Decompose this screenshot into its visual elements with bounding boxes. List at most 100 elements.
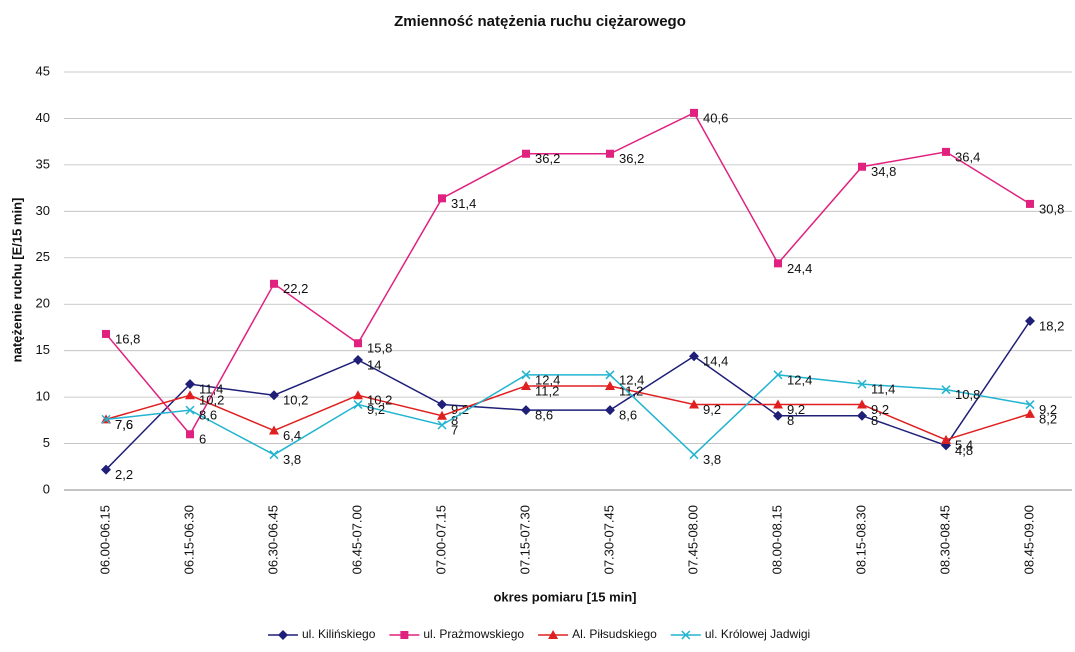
point <box>857 410 867 421</box>
point <box>689 450 699 460</box>
value-label: 6,4 <box>283 428 301 443</box>
x-tick-label: 07.00-07.15 <box>433 505 448 574</box>
point <box>1025 408 1035 418</box>
x-tick-label: 06.00-06.15 <box>97 505 112 574</box>
point <box>681 630 691 640</box>
y-tick-label: 20 <box>36 296 50 311</box>
point <box>605 380 615 390</box>
point <box>548 630 559 639</box>
value-label: 9,2 <box>367 402 385 417</box>
series-line <box>105 320 1031 471</box>
point <box>269 450 279 460</box>
value-label: 36,2 <box>535 151 560 166</box>
value-label: 24,4 <box>787 261 812 276</box>
value-label: 3,8 <box>283 452 301 467</box>
point <box>941 385 951 395</box>
value-label: 30,8 <box>1039 201 1064 216</box>
value-label: 8,6 <box>619 408 637 423</box>
y-tick-label: 30 <box>36 203 50 218</box>
point <box>354 339 362 348</box>
value-label: 10,2 <box>283 393 308 408</box>
chart-title: Zmienność natężenia ruchu ciężarowego <box>394 13 686 30</box>
value-label: 18,2 <box>1039 318 1064 333</box>
y-tick-label: 15 <box>36 342 50 357</box>
value-label: 8,6 <box>535 408 553 423</box>
point <box>353 400 363 410</box>
point <box>689 351 699 362</box>
point <box>1025 400 1035 410</box>
point <box>353 390 363 400</box>
x-axis-title: okres pomiaru [15 min] <box>493 589 636 604</box>
y-tick-label: 5 <box>43 435 50 450</box>
y-tick-label: 35 <box>36 156 50 171</box>
value-label: 31,4 <box>451 196 476 211</box>
point <box>605 405 615 416</box>
value-label: 12,4 <box>787 372 812 387</box>
point <box>941 434 951 444</box>
value-label: 10,2 <box>199 393 224 408</box>
point <box>857 379 867 389</box>
value-label: 7 <box>451 422 458 437</box>
value-label: 9,2 <box>871 402 889 417</box>
point <box>353 354 363 365</box>
point <box>437 420 447 430</box>
value-label: 40,6 <box>703 110 728 125</box>
point <box>1026 199 1034 208</box>
x-tick-label: 08.45-09.00 <box>1021 505 1036 574</box>
x-tick-label: 07.15-07.30 <box>517 505 532 574</box>
y-axis-title: natężenie ruchu [E/15 min] <box>9 198 24 363</box>
value-label: 14 <box>367 357 381 372</box>
value-label: 15,8 <box>367 341 392 356</box>
legend-label: Al. Piłsudskiego <box>572 627 657 641</box>
point <box>102 329 110 338</box>
value-label: 7,6 <box>115 417 133 432</box>
point <box>942 147 950 156</box>
point <box>400 631 409 639</box>
value-label: 9,2 <box>703 402 721 417</box>
point <box>606 149 614 158</box>
point <box>438 194 446 203</box>
value-label: 8 <box>871 413 878 428</box>
y-tick-label: 10 <box>36 389 50 404</box>
point <box>185 379 195 390</box>
value-label: 8 <box>451 413 458 428</box>
x-tick-label: 08.00-08.15 <box>769 505 784 574</box>
point <box>278 630 288 640</box>
value-label: 7,6 <box>115 417 133 432</box>
point <box>774 259 782 268</box>
point <box>101 464 111 475</box>
point <box>521 380 531 390</box>
x-tick-label: 07.45-08.00 <box>685 505 700 574</box>
value-label: 9,2 <box>1039 402 1057 417</box>
value-label: 14,4 <box>703 354 728 369</box>
x-tick-label: 06.30-06.45 <box>265 505 280 574</box>
value-label: 5,4 <box>955 437 973 452</box>
point <box>437 399 447 410</box>
point <box>186 430 194 439</box>
point <box>101 414 111 424</box>
point <box>521 370 531 380</box>
point <box>185 390 195 400</box>
y-tick-label: 0 <box>43 481 50 496</box>
point <box>690 108 698 117</box>
value-label: 36,4 <box>955 149 980 164</box>
series-line <box>105 374 1031 456</box>
x-tick-label: 07.30-07.45 <box>601 505 616 574</box>
value-label: 8,6 <box>199 408 217 423</box>
value-label: 12,4 <box>535 372 560 387</box>
x-tick-label: 08.30-08.45 <box>937 505 952 574</box>
legend-label: ul. Królowej Jadwigi <box>705 627 810 641</box>
point <box>270 279 278 288</box>
point <box>1025 315 1035 326</box>
point <box>605 370 615 380</box>
value-label: 6 <box>199 432 206 447</box>
value-label: 4,8 <box>955 443 973 458</box>
series-line <box>105 111 1031 436</box>
point <box>185 405 195 415</box>
y-tick-label: 40 <box>36 110 50 125</box>
value-label: 34,8 <box>871 164 896 179</box>
value-label: 9,2 <box>787 402 805 417</box>
point <box>521 405 531 416</box>
point <box>522 149 530 158</box>
